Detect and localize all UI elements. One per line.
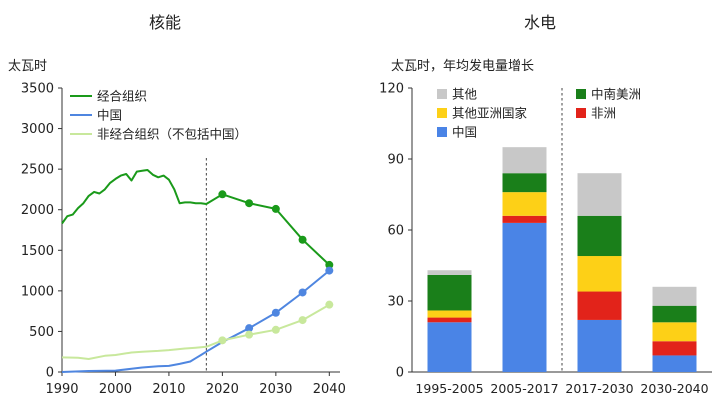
hydro-y-tick-label-0: 0 xyxy=(396,366,404,381)
hydro-chart-title: 水电 xyxy=(524,13,556,32)
hydro-axes: 0 30 60 90 120 1995-2005 2005-2017 2017-2030 203… xyxy=(379,82,712,396)
hydro-bar-2017-2030-series-3 xyxy=(577,215,622,257)
nuclear-x-tick-label-2040: 2040 xyxy=(313,382,346,397)
nuclear-axes: 0 500 1000 1500 2000 2500 3000 3500 1990 2000 2010… xyxy=(21,82,346,398)
hydro-legend-label-2: 其他亚洲国家 xyxy=(452,106,528,121)
hydro-bar-2005-2017-series-0 xyxy=(502,222,547,372)
nuclear-x-tick-label-2020: 2020 xyxy=(206,382,239,397)
hydro-x-category-label-1995-2005: 1995-2005 xyxy=(415,381,483,396)
nuclear-x-tick-label-2000: 2000 xyxy=(99,382,132,397)
hydro-y-tick-label-120: 120 xyxy=(379,82,404,97)
nuclear-y-unit-label: 太瓦时 xyxy=(8,59,47,74)
hydro-y-unit-label: 太瓦时，年均发电量增长 xyxy=(391,58,534,74)
hydro-bar-2030-2040-series-2 xyxy=(652,322,697,342)
nuclear-chart-title: 核能 xyxy=(149,13,181,32)
nuclear-legend-label-0: 经合组织 xyxy=(97,89,147,104)
hydro-bar-1995-2005-series-4 xyxy=(427,270,472,275)
hydro-bar-2017-2030-series-0 xyxy=(577,319,622,372)
hydro-y-tick-label-30: 30 xyxy=(387,295,404,310)
hydro-bar-2005-2017-series-1 xyxy=(502,215,547,223)
hydro-legend-label-4: 其他 xyxy=(452,87,478,102)
nuclear-series-0-point-2040 xyxy=(325,260,334,269)
nuclear-series-2-point-2030 xyxy=(271,325,280,334)
nuclear-series-2-line xyxy=(61,303,330,360)
nuclear-y-tick-label-500: 500 xyxy=(29,325,54,340)
hydro-bar-2017-2030-series-2 xyxy=(577,256,622,292)
nuclear-legend-label-1: 中国 xyxy=(97,108,122,123)
nuclear-series-1-point-2040 xyxy=(325,266,334,275)
nuclear-y-tick-label-3000: 3000 xyxy=(21,122,54,137)
nuclear-x-tick-label-2010: 2010 xyxy=(152,382,185,397)
hydro-bar-2005-2017-series-2 xyxy=(502,192,547,216)
hydro-bar-2030-2040-series-1 xyxy=(652,341,697,356)
nuclear-x-tick-label-1990: 1990 xyxy=(45,382,78,397)
hydro-legend-label-0: 中国 xyxy=(452,125,477,140)
nuclear-series-1-line xyxy=(61,269,330,373)
hydro-x-category-label-2030-2040: 2030-2040 xyxy=(640,381,708,396)
nuclear-series-1-point-2025 xyxy=(245,324,254,333)
nuclear-y-tick-label-3500: 3500 xyxy=(21,82,54,97)
nuclear-y-tick-label-2500: 2500 xyxy=(21,163,54,178)
hydro-legend-swatch-0 xyxy=(437,127,447,137)
nuclear-legend-label-2: 非经合组织（不包括中国） xyxy=(97,127,247,142)
nuclear-series-1-point-2030 xyxy=(271,308,280,317)
hydro-x-category-label-2017-2030: 2017-2030 xyxy=(565,381,633,396)
nuclear-series-0-point-2020 xyxy=(218,190,227,199)
nuclear-series-1-point-2035 xyxy=(298,288,307,297)
nuclear-series-0-point-2030 xyxy=(271,204,280,213)
hydro-bar-2030-2040-series-4 xyxy=(652,286,697,306)
nuclear-series-0-line xyxy=(61,169,330,266)
nuclear-series-2-point-2020 xyxy=(218,336,227,345)
hydro-legend-label-1: 非洲 xyxy=(591,106,616,121)
hydro-legend-label-3: 中南美洲 xyxy=(591,87,641,102)
nuclear-y-tick-label-0: 0 xyxy=(46,366,54,381)
hydro-plot-area xyxy=(427,88,697,372)
nuclear-chart: 核能 太瓦时 0 500 1000 1500 2000 2500 3000 3500 1990 2… xyxy=(8,13,346,397)
hydro-bar-2017-2030-series-4 xyxy=(577,173,622,216)
nuclear-series-2-point-2035 xyxy=(298,316,307,325)
nuclear-y-tick-label-2000: 2000 xyxy=(21,203,54,218)
nuclear-x-tick-label-2030: 2030 xyxy=(259,382,292,397)
hydro-bar-2030-2040-series-3 xyxy=(652,305,697,323)
nuclear-series-0-point-2025 xyxy=(245,199,254,208)
hydro-legend-swatch-3 xyxy=(576,89,586,99)
hydro-legend-swatch-2 xyxy=(437,108,447,118)
hydro-x-category-label-2005-2017: 2005-2017 xyxy=(490,381,558,396)
hydro-legend-swatch-4 xyxy=(437,89,447,99)
hydro-bar-1995-2005-series-2 xyxy=(427,310,472,318)
nuclear-y-tick-label-1500: 1500 xyxy=(21,244,54,259)
hydro-bar-2005-2017-series-4 xyxy=(502,147,547,174)
nuclear-series-2-point-2025 xyxy=(245,330,254,339)
hydro-bar-2030-2040-series-0 xyxy=(652,355,697,372)
hydro-legend-swatch-1 xyxy=(576,108,586,118)
hydro-bar-2017-2030-series-1 xyxy=(577,291,622,320)
hydro-chart: 水电 太瓦时，年均发电量增长 0 30 60 90 120 1995-2005 2005-2… xyxy=(379,13,712,396)
hydro-bar-2005-2017-series-3 xyxy=(502,173,547,193)
hydro-y-tick-label-60: 60 xyxy=(387,224,404,239)
nuclear-y-tick-label-1000: 1000 xyxy=(21,284,54,299)
hydro-bar-1995-2005-series-0 xyxy=(427,322,472,372)
nuclear-plot-area xyxy=(61,158,334,373)
hydro-y-tick-label-90: 90 xyxy=(387,153,404,168)
hydro-bar-1995-2005-series-1 xyxy=(427,317,472,323)
nuclear-series-0-point-2035 xyxy=(298,235,307,244)
nuclear-series-2-point-2040 xyxy=(325,300,334,309)
hydro-bar-1995-2005-series-3 xyxy=(427,274,472,311)
